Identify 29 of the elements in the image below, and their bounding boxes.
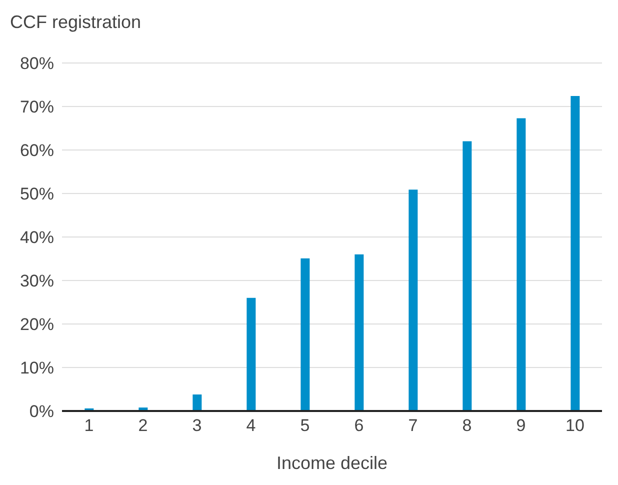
y-tick-label: 30% [20,272,54,291]
x-tick-label: 8 [462,416,472,436]
x-tick-label: 3 [192,416,202,436]
bar [354,254,364,411]
y-tick-label: 40% [20,228,54,248]
bar [300,258,310,411]
bar [192,394,202,411]
x-tick-label: 9 [516,416,526,436]
y-tick-label: 80% [20,54,54,74]
y-tick-label: 0% [29,402,54,422]
y-tick-label: 50% [20,184,54,204]
bar [516,118,526,411]
y-tick-label: 20% [20,315,54,334]
bar [246,298,256,411]
y-axis-title: CCF registration [10,12,142,33]
bar [570,96,580,411]
x-tick-label: 1 [84,416,94,436]
bar [462,141,472,411]
x-tick-label: 7 [408,416,418,436]
x-tick-label: 6 [354,416,364,436]
x-tick-label: 4 [246,416,256,436]
bar [408,190,418,411]
y-tick-label: 60% [20,141,54,160]
y-tick-label: 10% [20,358,54,378]
y-tick-label: 70% [20,98,54,117]
x-tick-label: 2 [138,416,148,436]
x-tick-label: 5 [300,416,310,436]
x-tick-label: 10 [566,416,584,436]
x-axis-title: Income decile [276,453,388,473]
